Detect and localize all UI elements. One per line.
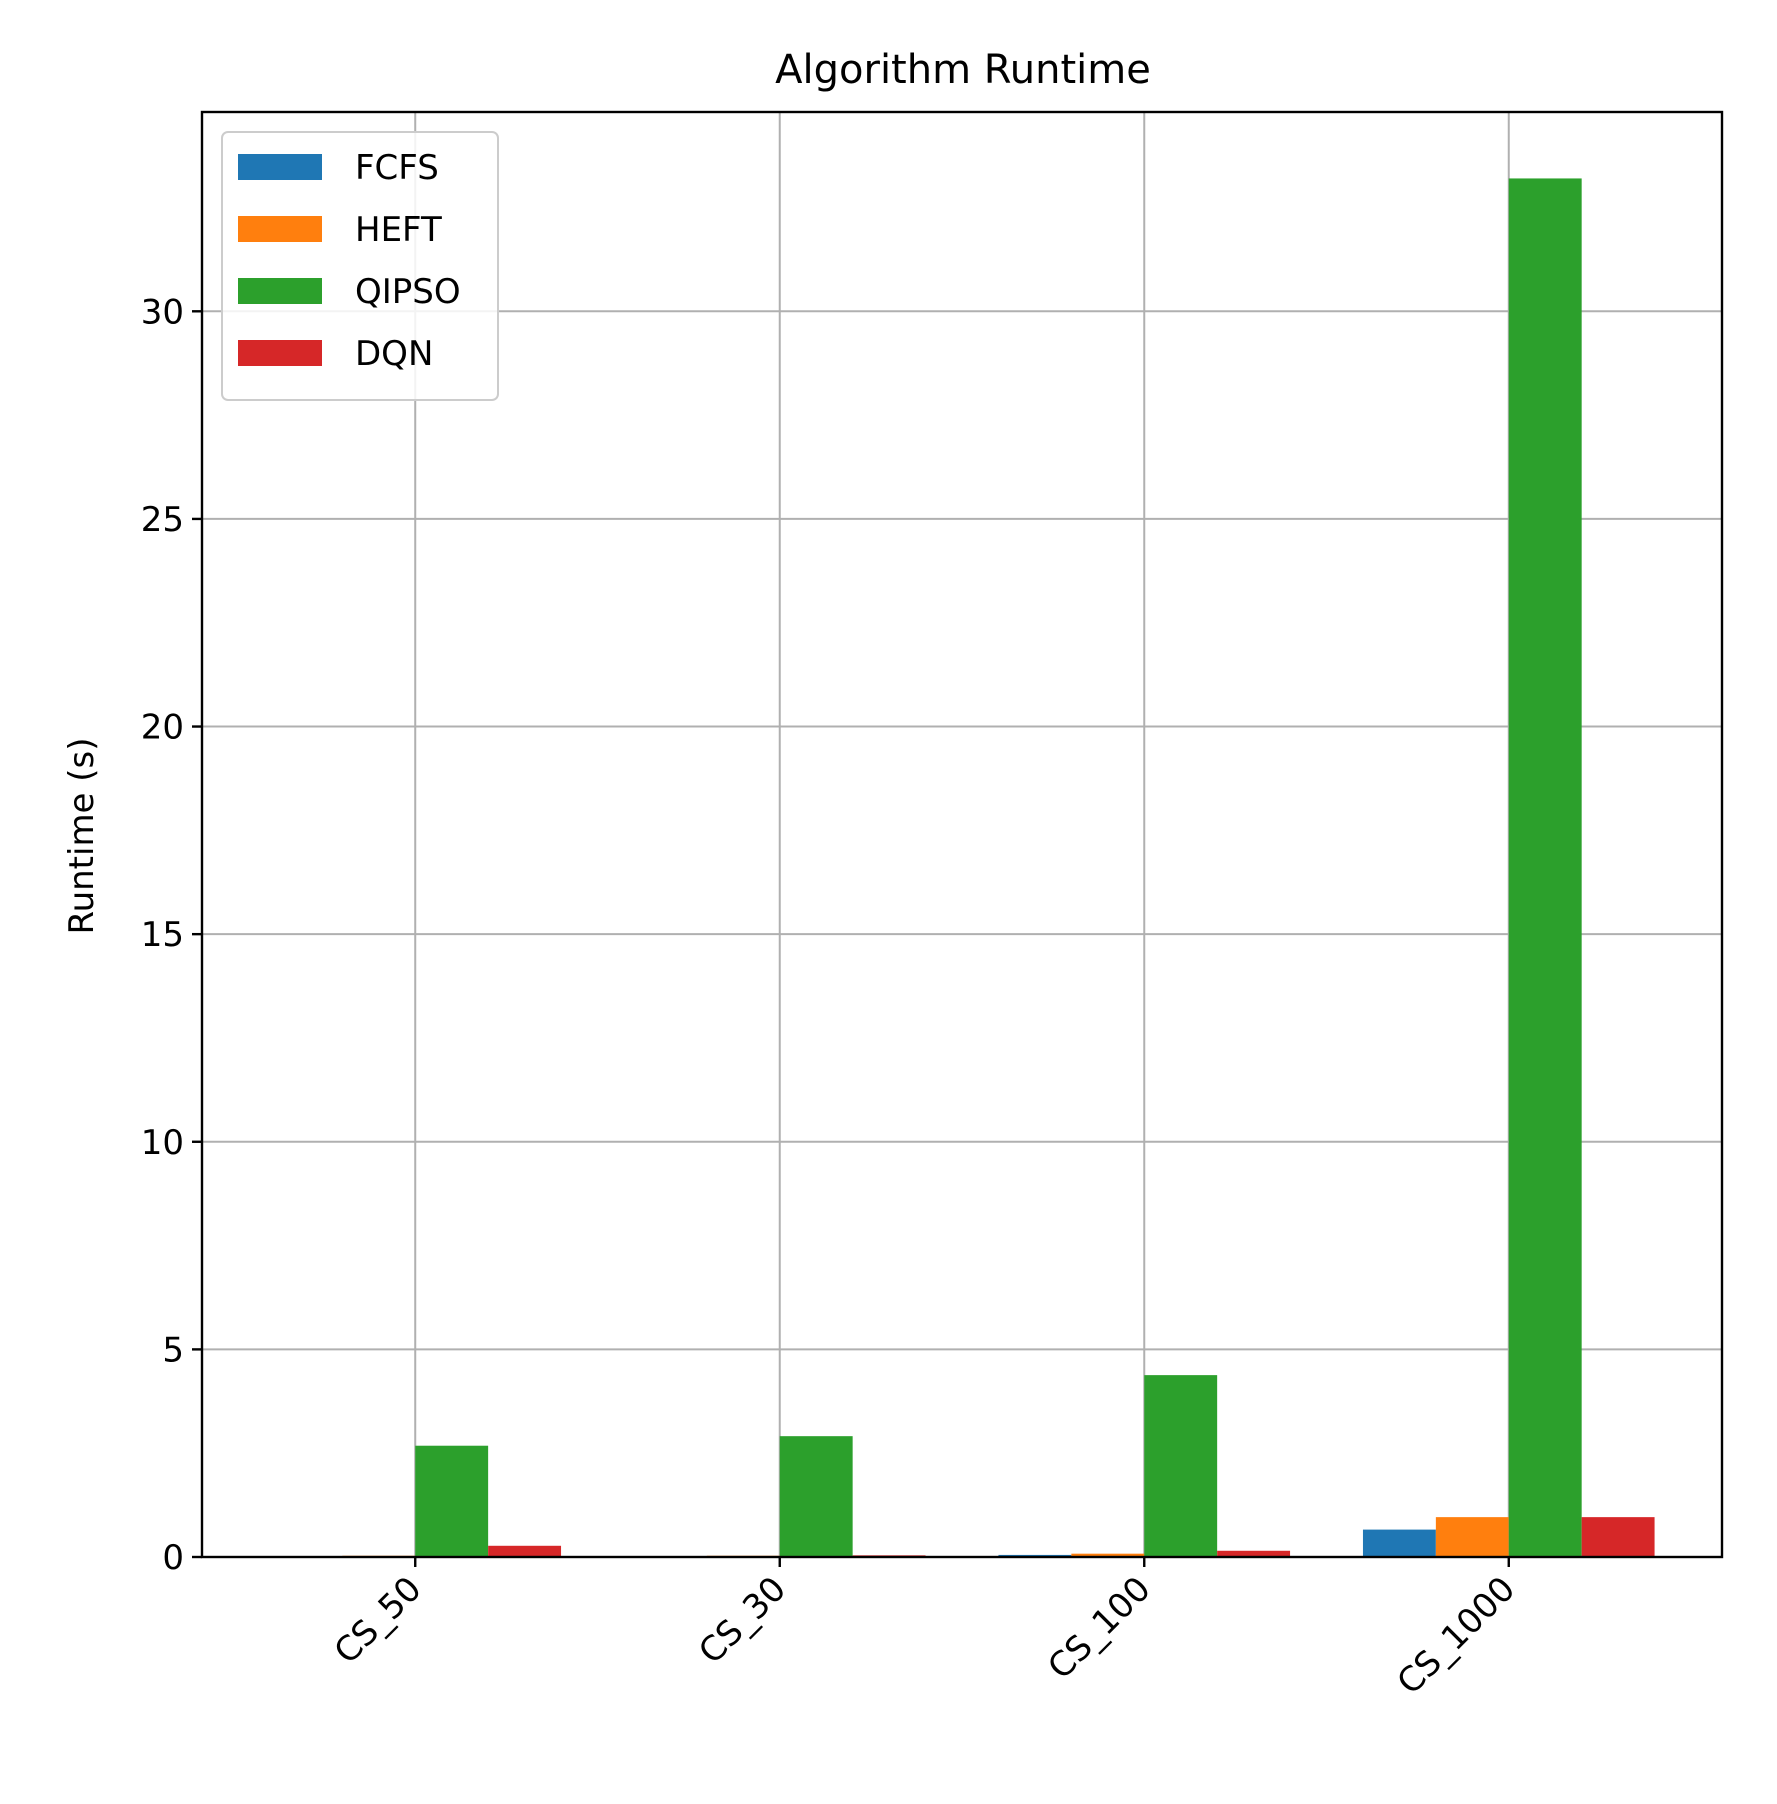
legend-label-qipso: QIPSO [355, 272, 461, 312]
legend-label-dqn: DQN [355, 334, 433, 374]
legend-swatch-heft [238, 216, 322, 242]
bar-heft-cs-1000 [1435, 1517, 1509, 1557]
bar-qipso-cs-30 [779, 1436, 853, 1557]
legend-label-heft: HEFT [355, 210, 442, 250]
y-tick-label: 10 [141, 1123, 184, 1163]
y-tick-label: 25 [141, 500, 184, 540]
bar-fcfs-cs-1000 [1362, 1529, 1436, 1557]
legend-swatch-dqn [238, 340, 322, 366]
y-tick-label: 0 [162, 1538, 184, 1578]
y-tick-label: 5 [162, 1330, 184, 1370]
y-axis-label: Runtime (s) [62, 737, 102, 934]
axes [200, 110, 1724, 1559]
plot-frame [200, 110, 1724, 1559]
legend-swatch-fcfs [238, 154, 322, 180]
chart-title: Algorithm Runtime [775, 47, 1151, 93]
bars [269, 178, 1655, 1558]
legend-swatch-qipso [238, 278, 322, 304]
legend-label-fcfs: FCFS [355, 148, 439, 188]
bar-heft-cs-100 [1071, 1553, 1145, 1557]
bar-dqn-cs-1000 [1581, 1517, 1655, 1557]
bar-qipso-cs-1000 [1508, 178, 1582, 1558]
y-tick-label: 15 [141, 915, 184, 955]
bar-qipso-cs-100 [1144, 1375, 1218, 1557]
y-axis-ticks: 0 5 10 15 20 25 30 [141, 292, 202, 1578]
bar-dqn-cs-100 [1217, 1550, 1291, 1557]
bar-qipso-cs-50 [415, 1445, 489, 1557]
legend: FCFS HEFT QIPSO DQN [221, 131, 499, 401]
y-tick-label: 20 [141, 708, 184, 748]
bar-dqn-cs-50 [488, 1545, 562, 1557]
y-tick-label: 30 [141, 292, 184, 332]
legend-box [221, 131, 499, 401]
